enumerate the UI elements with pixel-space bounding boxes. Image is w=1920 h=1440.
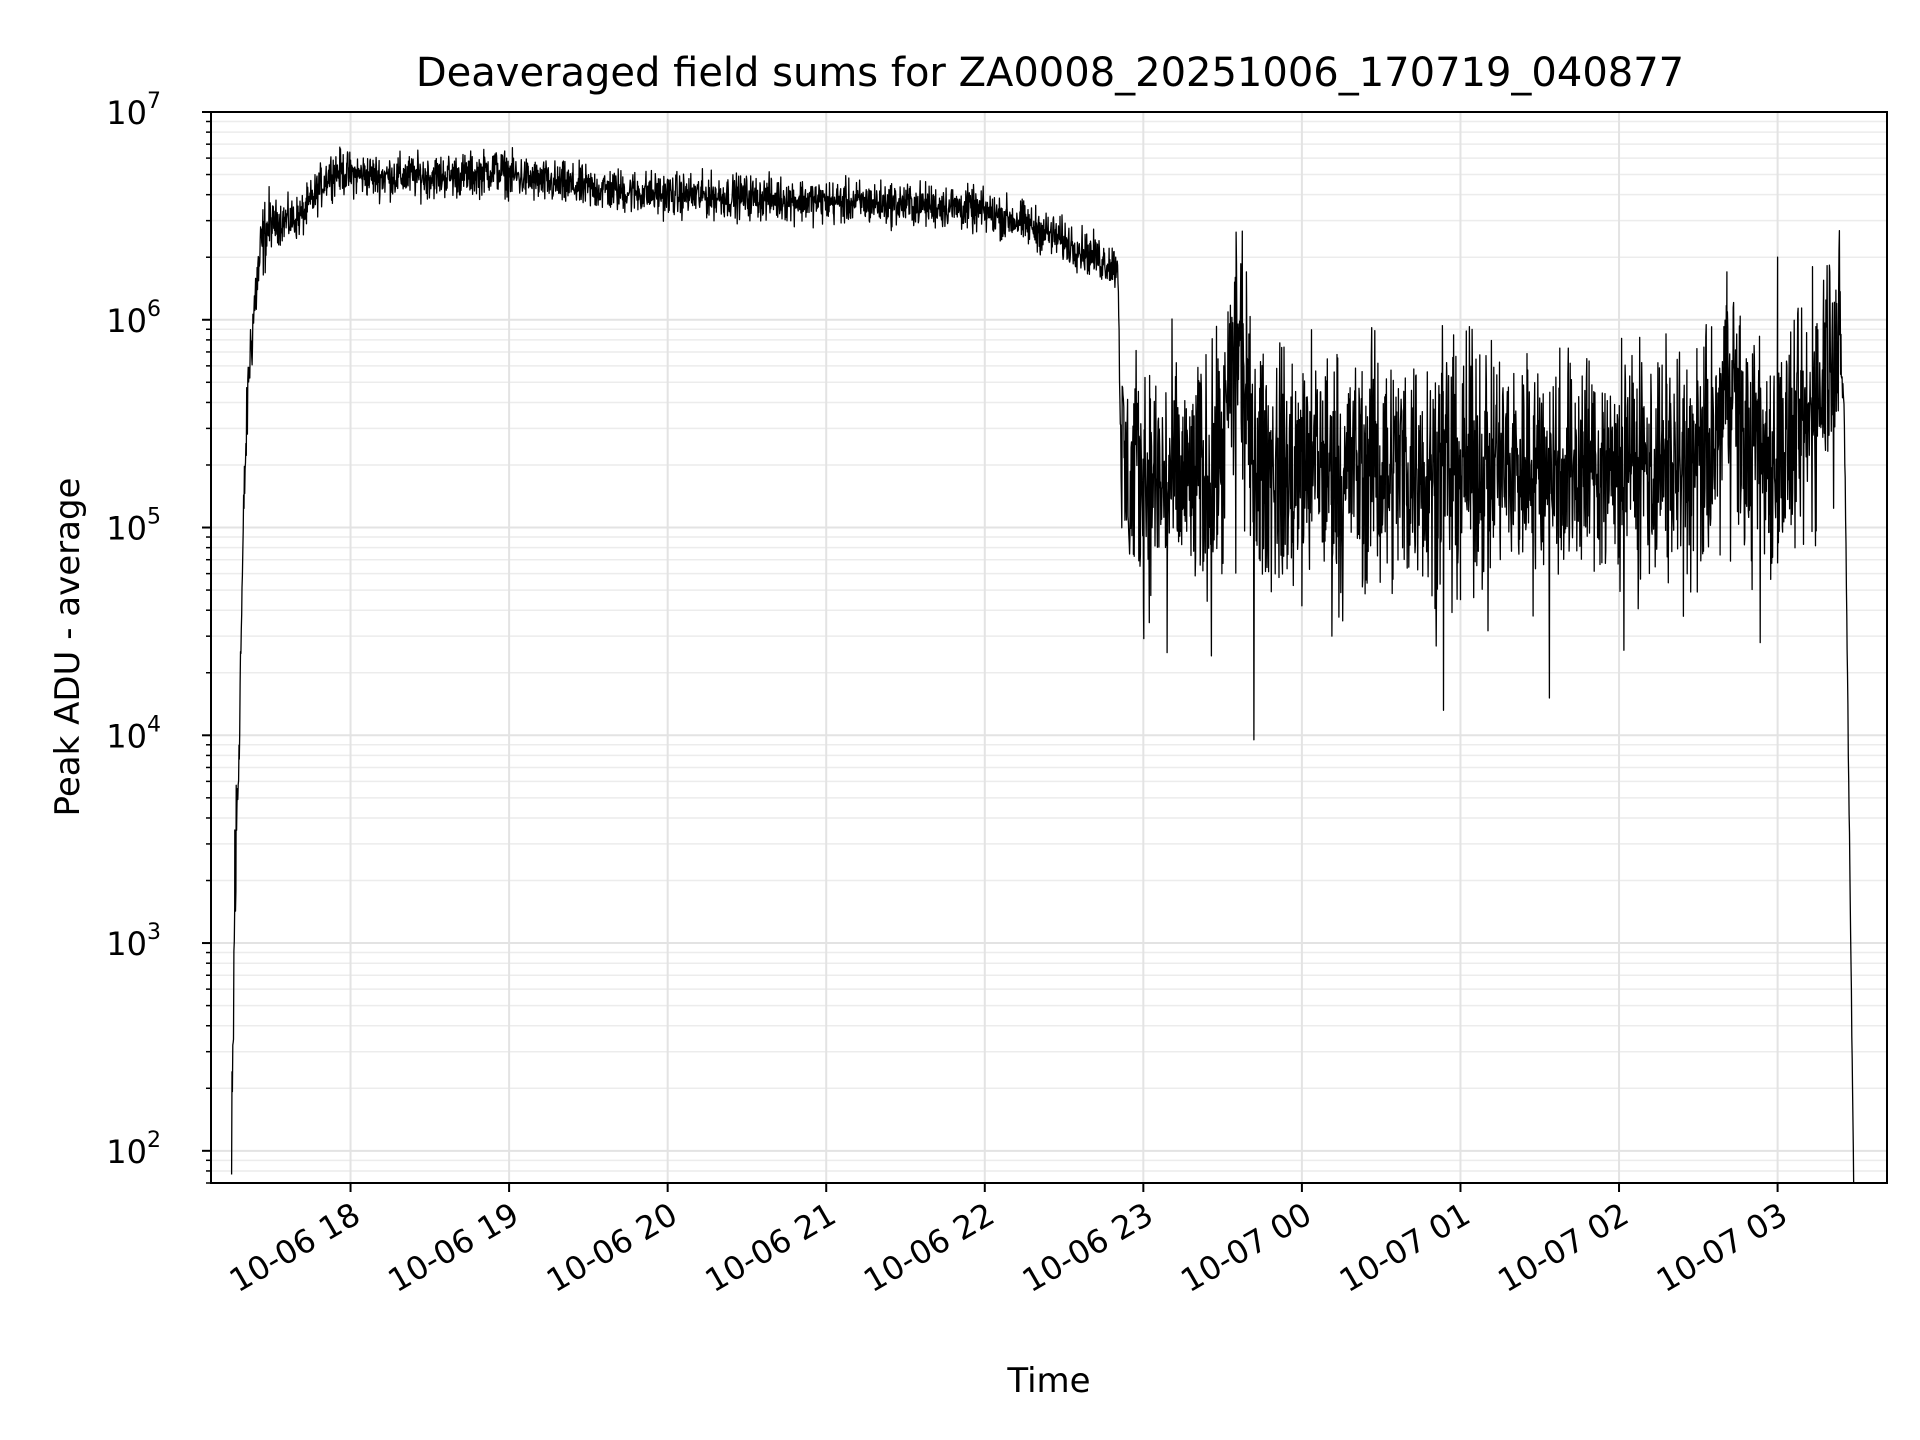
y-tick-exponent: 4 [147,712,161,737]
chart-title: Deaveraged field sums for ZA0008_2025100… [416,50,1684,96]
x-axis-label: Time [1006,1361,1090,1401]
plot-area [230,146,1855,1183]
grid-minor [211,120,1887,1184]
y-tick-exponent: 3 [147,920,161,945]
axes-frame [210,111,1888,1184]
y-tick-exponent: 7 [147,89,161,114]
y-tick-exponent: 2 [147,1128,161,1153]
series-line [230,146,1855,1183]
y-tick-exponent: 6 [147,297,161,322]
y-axis-label: Peak ADU - average [48,478,88,817]
y-tick-exponent: 5 [147,505,161,530]
